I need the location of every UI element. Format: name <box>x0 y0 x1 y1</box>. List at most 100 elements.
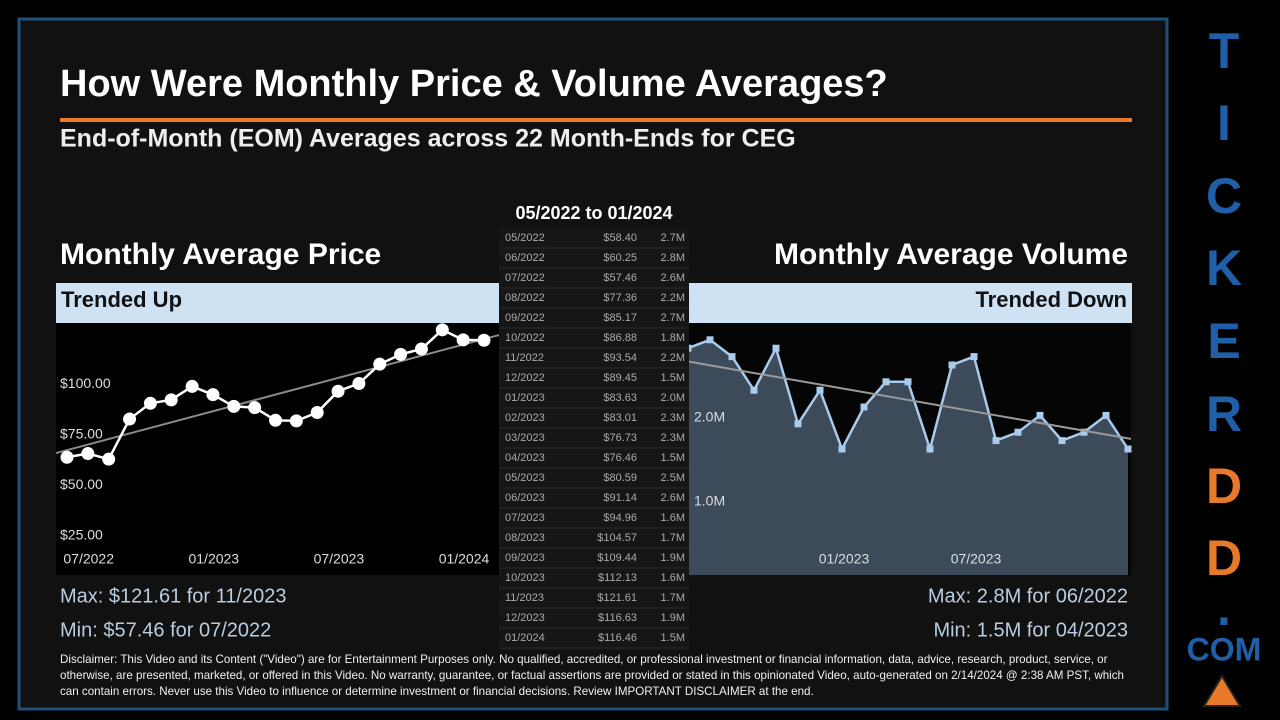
table-price: $109.44 <box>597 552 637 564</box>
x-tick-label: 01/2023 <box>819 551 870 567</box>
brand-letter: E <box>1207 313 1240 369</box>
volume-point <box>970 353 978 361</box>
volume-point <box>1124 445 1132 453</box>
table-month: 11/2022 <box>505 352 544 364</box>
table-price: $93.54 <box>603 352 637 364</box>
y-tick-label: $100.00 <box>60 375 111 391</box>
table-price: $89.45 <box>603 372 637 384</box>
table-month: 06/2022 <box>505 252 545 264</box>
table-month: 01/2023 <box>505 392 545 404</box>
price-point <box>414 342 428 356</box>
table-month: 02/2023 <box>505 412 545 424</box>
table-price: $91.14 <box>603 492 637 504</box>
volume-point <box>1014 428 1022 436</box>
volume-point <box>1102 411 1110 419</box>
table-price: $58.40 <box>603 232 637 244</box>
price-point <box>185 379 199 393</box>
table-price: $116.46 <box>598 632 637 644</box>
volume-title: Monthly Average Volume <box>774 238 1128 271</box>
price-point <box>206 388 220 402</box>
table-volume: 2.7M <box>661 312 685 324</box>
price-point <box>164 393 178 407</box>
price-point <box>123 412 137 426</box>
table-price: $83.63 <box>603 392 637 404</box>
volume-point <box>882 378 890 386</box>
x-tick-label: 01/2024 <box>439 551 490 567</box>
table-month: 12/2022 <box>505 372 545 384</box>
table-month: 09/2022 <box>505 312 545 324</box>
volume-point <box>794 420 802 428</box>
table-month: 10/2022 <box>505 332 545 344</box>
table-month: 05/2022 <box>505 232 545 244</box>
brand-letter: D <box>1206 530 1242 586</box>
table-bg <box>499 228 689 650</box>
table-month: 04/2023 <box>505 452 545 464</box>
price-point <box>331 384 345 398</box>
table-month: 07/2023 <box>505 512 545 524</box>
table-price: $76.46 <box>603 452 637 464</box>
table-price: $116.63 <box>598 612 637 624</box>
table-month: 05/2023 <box>505 472 545 484</box>
y-tick-label: 2.0M <box>694 409 725 425</box>
volume-point <box>860 403 868 411</box>
price-min: Min: $57.46 for 07/2022 <box>60 619 271 641</box>
price-trend: Trended Up <box>61 287 182 312</box>
volume-point <box>816 386 824 394</box>
table-volume: 1.7M <box>661 532 685 544</box>
table-month: 10/2023 <box>505 572 545 584</box>
volume-point <box>772 344 780 352</box>
volume-point <box>948 361 956 369</box>
y-tick-label: $50.00 <box>60 476 103 492</box>
volume-point <box>992 437 1000 445</box>
brand-letter: T <box>1209 23 1240 79</box>
y-tick-label: $25.00 <box>60 526 103 542</box>
volume-point <box>904 378 912 386</box>
disclaimer: Disclaimer: This Video and its Content (… <box>60 653 1125 698</box>
trend-line <box>55 334 500 454</box>
table-volume: 2.0M <box>661 392 685 404</box>
x-tick-label: 07/2023 <box>314 551 365 567</box>
volume-point <box>728 353 736 361</box>
volume-area <box>688 339 1128 575</box>
table-volume: 1.6M <box>661 572 685 584</box>
table-month: 11/2023 <box>505 592 544 604</box>
table-price: $86.88 <box>603 332 637 344</box>
price-point <box>227 399 241 413</box>
volume-min: Min: 1.5M for 04/2023 <box>933 619 1128 641</box>
x-tick-label: 07/2022 <box>63 551 114 567</box>
price-point <box>60 450 74 464</box>
table-price: $121.61 <box>597 592 637 604</box>
table-price: $57.46 <box>603 272 637 284</box>
table-volume: 1.5M <box>661 452 685 464</box>
brand-letter: C <box>1206 168 1242 224</box>
table-price: $94.96 <box>603 512 637 524</box>
table-volume: 2.3M <box>661 432 685 444</box>
volume-point <box>1036 411 1044 419</box>
table-month: 07/2022 <box>505 272 545 284</box>
table-volume: 1.5M <box>661 632 685 644</box>
price-point <box>269 413 282 427</box>
table-volume: 2.2M <box>661 292 685 304</box>
price-point <box>289 414 303 428</box>
price-title: Monthly Average Price <box>60 238 381 271</box>
volume-point <box>1080 428 1088 436</box>
brand-letter: COM <box>1187 631 1262 667</box>
price-point <box>248 401 262 415</box>
table-volume: 2.6M <box>661 272 685 284</box>
trend-line <box>688 360 1132 440</box>
brand-letter: D <box>1206 458 1242 514</box>
table-month: 12/2023 <box>505 612 545 624</box>
price-point <box>310 406 324 420</box>
table-volume: 2.6M <box>661 492 685 504</box>
table-month: 01/2024 <box>505 632 545 644</box>
table-volume: 1.7M <box>661 592 685 604</box>
table-volume: 2.7M <box>661 232 685 244</box>
table-volume: 2.2M <box>661 352 685 364</box>
table-price: $112.13 <box>598 572 637 584</box>
table-month: 09/2023 <box>505 552 545 564</box>
brand-letter: . <box>1217 580 1231 636</box>
table-price: $76.73 <box>603 432 637 444</box>
brand-letter: R <box>1206 386 1242 442</box>
table-volume: 2.3M <box>661 412 685 424</box>
